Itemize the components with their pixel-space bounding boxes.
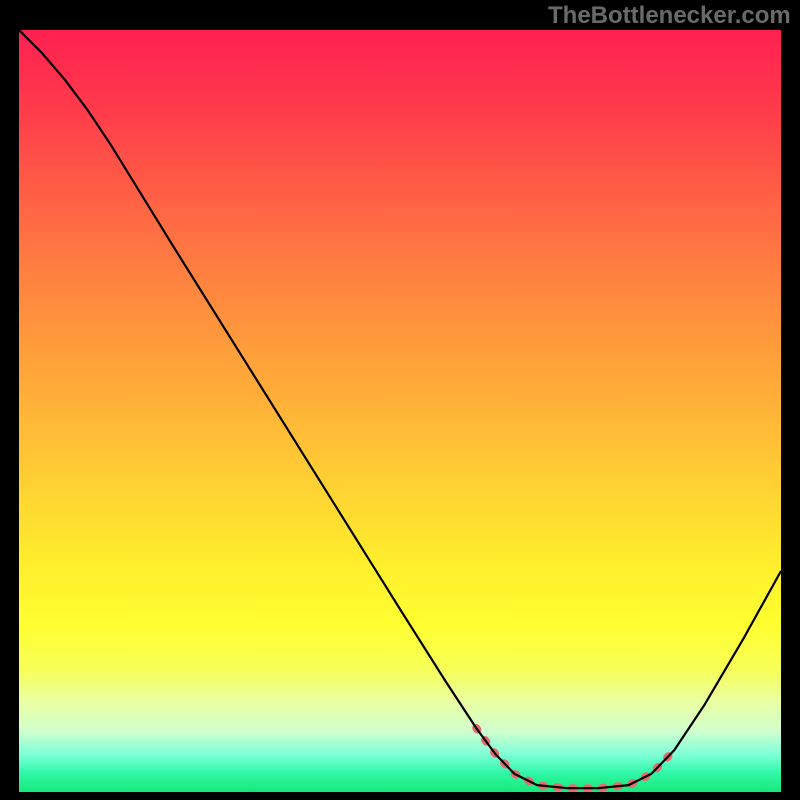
gradient-background [19, 30, 781, 792]
watermark-text: TheBottlenecker.com [548, 2, 791, 30]
plot-area [19, 30, 781, 792]
chart-container: { "watermark": { "text": "TheBottlenecke… [0, 0, 800, 800]
chart-svg [19, 30, 781, 792]
